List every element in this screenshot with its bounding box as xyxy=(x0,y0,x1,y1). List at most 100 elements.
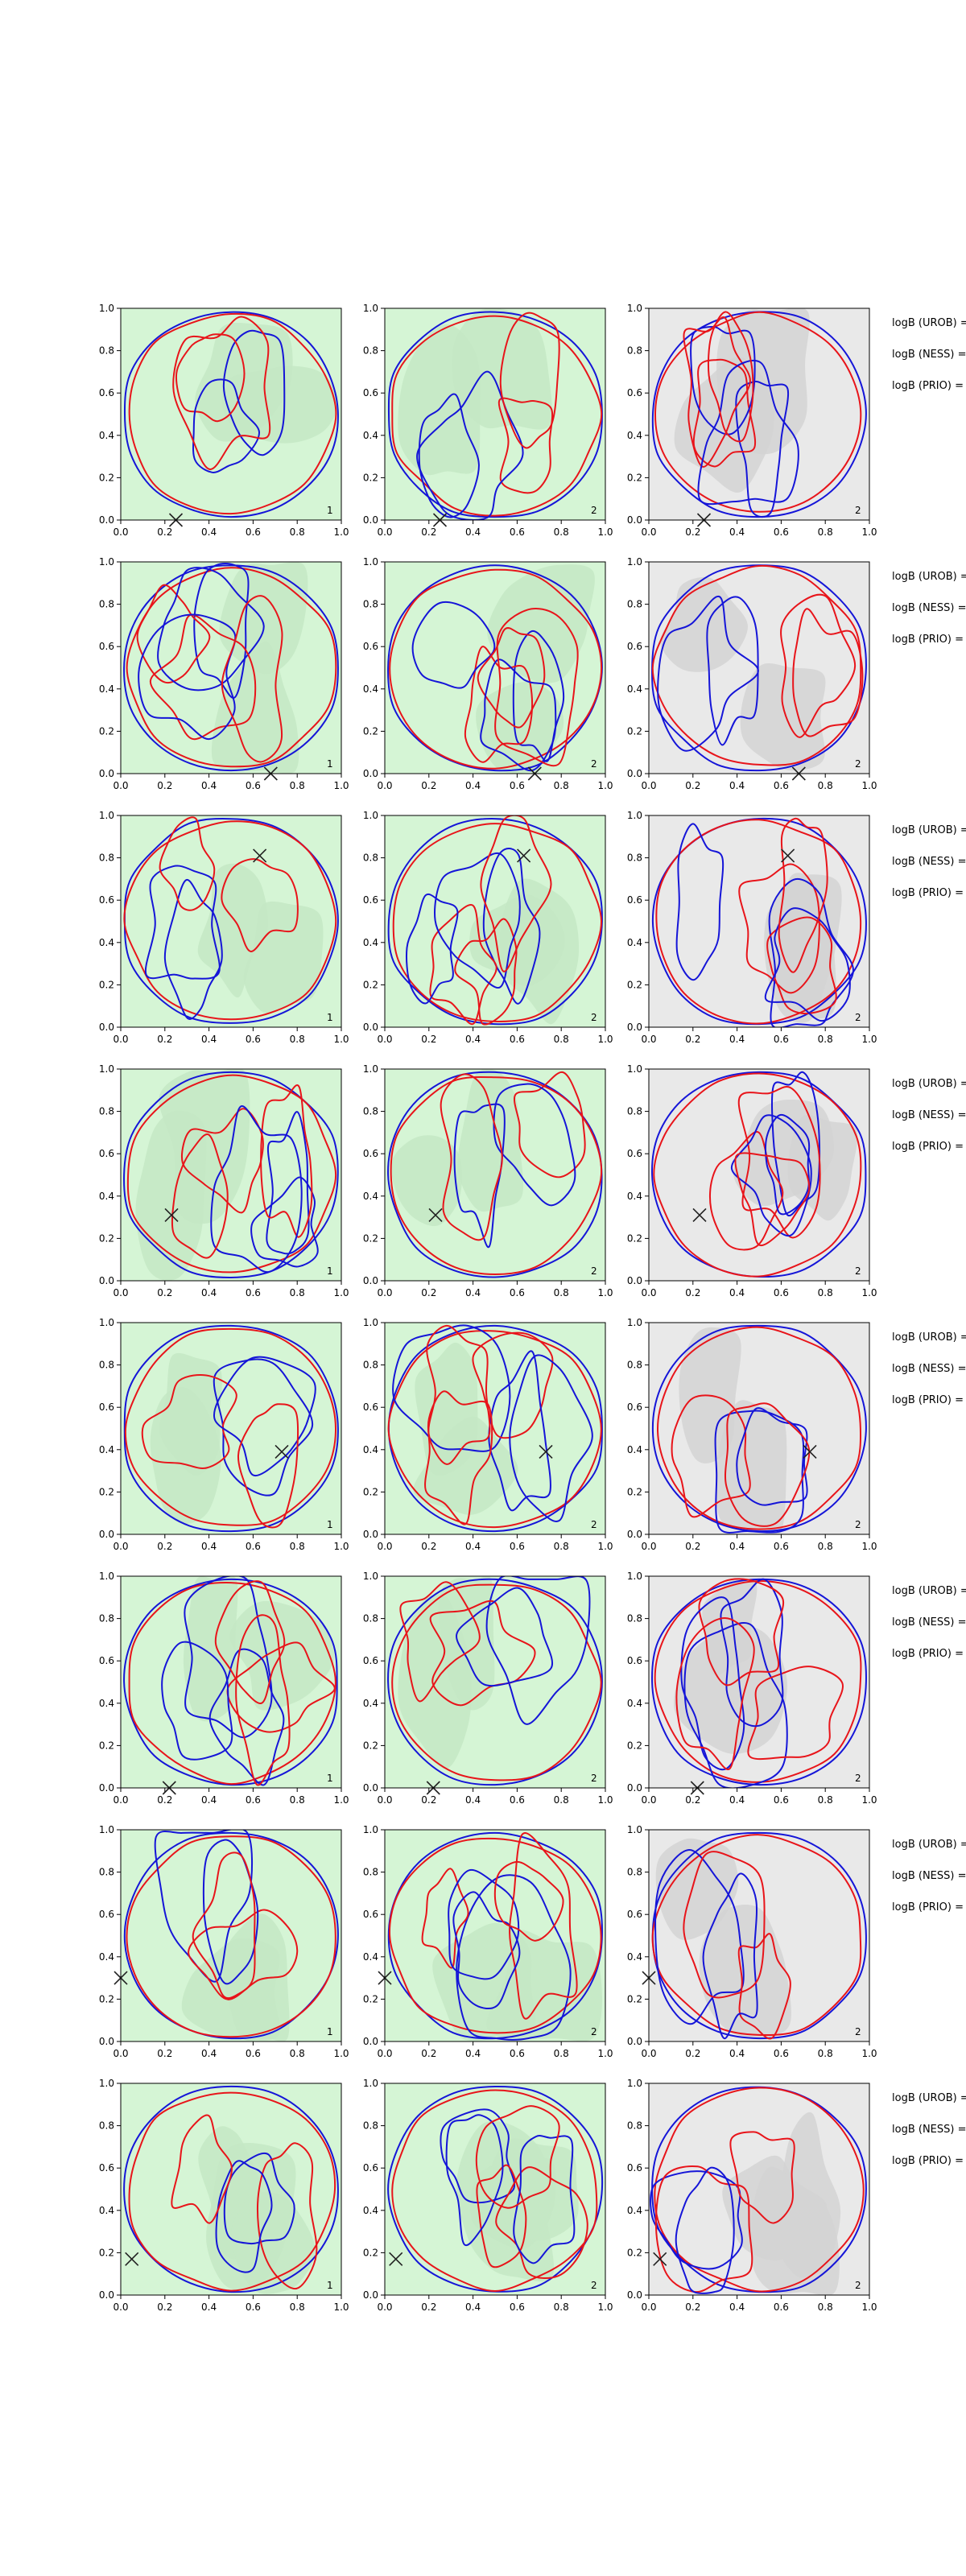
contour-red xyxy=(171,2114,233,2224)
y-tick-label: 0.8 xyxy=(627,1613,642,1624)
contour-red xyxy=(136,584,211,684)
panel-plot-area xyxy=(121,308,341,520)
contour-red xyxy=(429,904,497,1026)
x-marker xyxy=(125,2252,139,2266)
panel-r2-c2: 2 0.0 0.2 0.4 0.6 0.8 1.0 0.0 0.2 0.4 0.6 0.8 1.0 xyxy=(363,556,613,791)
contour-red xyxy=(675,1617,755,1770)
panel-r5-c3: 2 0.0 0.2 0.4 0.6 0.8 1.0 0.0 0.2 0.4 0.6 0.8 1.0 xyxy=(627,1317,877,1552)
y-tick-label: 0.4 xyxy=(363,683,378,695)
density-region xyxy=(716,308,810,455)
y-tick-label: 0.6 xyxy=(363,1909,378,1920)
contour-blue xyxy=(448,1868,520,1980)
panel-plot-area xyxy=(649,1069,869,1281)
axes-frame xyxy=(648,2083,870,2296)
contour-blue xyxy=(138,613,237,741)
panel-plot-area xyxy=(385,308,605,520)
outer-contour-red xyxy=(126,1835,336,2038)
contour-red xyxy=(729,2131,795,2224)
contour-red xyxy=(159,816,216,911)
y-tick-label: 0.8 xyxy=(363,1613,378,1624)
x-tick-label: 0.0 xyxy=(113,526,128,538)
x-tick-label: 0.4 xyxy=(465,2301,481,2313)
axes-frame xyxy=(120,2083,342,2296)
y-tick-label: 0.4 xyxy=(627,2205,642,2216)
panel-r1-c2: 2 0.0 0.2 0.4 0.6 0.8 1.0 0.0 0.2 0.4 0.6 0.8 1.0 xyxy=(363,303,613,538)
panel-plot-area xyxy=(121,1576,341,1788)
axes-frame xyxy=(120,1322,342,1535)
y-tick-label: 0.2 xyxy=(363,1486,378,1497)
axes-frame xyxy=(384,815,606,1028)
x-tick-label: 0.2 xyxy=(685,526,700,538)
x-tick-label: 0.0 xyxy=(641,1794,656,1806)
contour-blue xyxy=(456,1587,553,1687)
axes-frame xyxy=(384,1068,606,1282)
y-tick-label: 1.0 xyxy=(99,1824,114,1835)
contour-blue xyxy=(416,370,524,520)
x-tick-label: 0.8 xyxy=(290,1794,305,1806)
density-region xyxy=(159,1352,222,1476)
contour-blue xyxy=(222,329,286,456)
side-label-row7-1: logB (UROB) = xyxy=(892,1839,966,1851)
contour-blue xyxy=(144,865,221,980)
contour-blue xyxy=(154,1830,254,1983)
x-tick-label: 1.0 xyxy=(333,2048,349,2059)
contour-blue xyxy=(706,596,759,746)
x-tick-label: 0.6 xyxy=(510,2301,525,2313)
panel-r2-c3: 2 0.0 0.2 0.4 0.6 0.8 1.0 0.0 0.2 0.4 0.6 0.8 1.0 xyxy=(627,556,877,791)
contour-blue xyxy=(485,1576,591,1725)
outer-contour-blue xyxy=(651,1324,867,1533)
x-tick-label: 1.0 xyxy=(333,1541,349,1552)
x-tick-label: 0.6 xyxy=(774,2048,789,2059)
panel-plot-area xyxy=(385,815,605,1027)
x-tick-label: 0.8 xyxy=(818,526,833,538)
panel-r6-c1: 1 0.0 0.2 0.4 0.6 0.8 1.0 0.0 0.2 0.4 0.6 0.8 1.0 xyxy=(99,1571,349,1806)
panel-plot-area xyxy=(121,562,341,774)
y-tick-label: 0.6 xyxy=(627,894,642,906)
x-tick-label: 0.8 xyxy=(818,1794,833,1806)
axes-frame xyxy=(648,1068,870,1282)
y-tick-label: 0.8 xyxy=(363,852,378,864)
y-tick-label: 0.6 xyxy=(363,1148,378,1159)
x-tick-label: 1.0 xyxy=(597,526,613,538)
contour-blue xyxy=(440,2108,516,2204)
x-marker xyxy=(275,1444,289,1459)
y-tick-label: 1.0 xyxy=(99,1063,114,1075)
outer-contour-red xyxy=(392,823,603,1022)
outer-contour-blue xyxy=(387,1578,603,1786)
contour-red xyxy=(747,1666,844,1761)
contour-red xyxy=(172,316,271,470)
x-tick-label: 0.4 xyxy=(465,2048,481,2059)
x-tick-label: 1.0 xyxy=(861,1287,877,1298)
contour-blue xyxy=(657,596,759,752)
outer-contour-red xyxy=(124,1327,337,1526)
y-tick-label: 0.8 xyxy=(627,1106,642,1117)
y-tick-label: 0.0 xyxy=(627,768,642,779)
x-tick-label: 0.6 xyxy=(774,526,789,538)
axes-frame xyxy=(384,2083,606,2296)
y-tick-label: 0.8 xyxy=(363,1106,378,1117)
y-tick-label: 0.4 xyxy=(363,1951,378,1963)
y-tick-label: 0.4 xyxy=(99,430,114,441)
x-tick-label: 0.2 xyxy=(685,1541,700,1552)
panel-tag-label: 2 xyxy=(855,1265,861,1277)
panel-plot-area xyxy=(121,1830,341,2041)
x-marker xyxy=(517,848,531,863)
axes-frame xyxy=(120,1575,342,1789)
panel-tag-label: 1 xyxy=(327,758,333,770)
outer-contour-red xyxy=(655,819,862,1025)
x-tick-label: 0.4 xyxy=(465,1794,481,1806)
x-tick-label: 1.0 xyxy=(597,1541,613,1552)
side-label-row2-2: logB (NESS) = xyxy=(892,602,966,614)
y-tick-label: 1.0 xyxy=(363,1824,378,1835)
x-marker xyxy=(781,848,795,863)
y-tick-label: 0.0 xyxy=(99,1782,114,1794)
y-tick-label: 0.8 xyxy=(99,599,114,610)
x-tick-label: 1.0 xyxy=(597,2048,613,2059)
y-tick-label: 1.0 xyxy=(363,1317,378,1328)
x-tick-label: 0.8 xyxy=(554,526,569,538)
side-label-row2-1: logB (UROB) = xyxy=(892,571,966,583)
outer-contour-red xyxy=(391,2089,598,2293)
x-tick-label: 0.6 xyxy=(246,780,261,791)
y-tick-label: 0.8 xyxy=(627,345,642,357)
y-tick-label: 0.2 xyxy=(363,472,378,483)
